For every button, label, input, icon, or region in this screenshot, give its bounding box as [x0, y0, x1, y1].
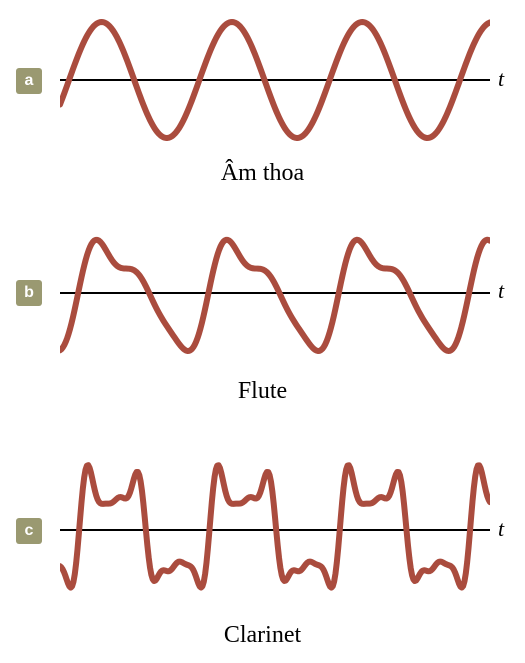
- panel-caption-c: Clarinet: [0, 622, 525, 649]
- waveform-figure: a t Âm thoa b t Flute c t Clarinet: [0, 0, 525, 663]
- panel-caption-a: Âm thoa: [0, 160, 525, 187]
- panel-badge-a: a: [16, 68, 42, 94]
- panel-badge-b: b: [16, 280, 42, 306]
- waveform-plot-c: [60, 445, 490, 615]
- panel-badge-c: c: [16, 518, 42, 544]
- axis-label-t: t: [498, 278, 504, 304]
- panel-caption-b: Flute: [0, 378, 525, 405]
- axis-label-t: t: [498, 516, 504, 542]
- waveform-curve: [60, 465, 490, 587]
- waveform-plot-a: [60, 10, 490, 150]
- waveform-curve: [60, 240, 490, 351]
- waveform-plot-b: [60, 218, 490, 368]
- axis-label-t: t: [498, 66, 504, 92]
